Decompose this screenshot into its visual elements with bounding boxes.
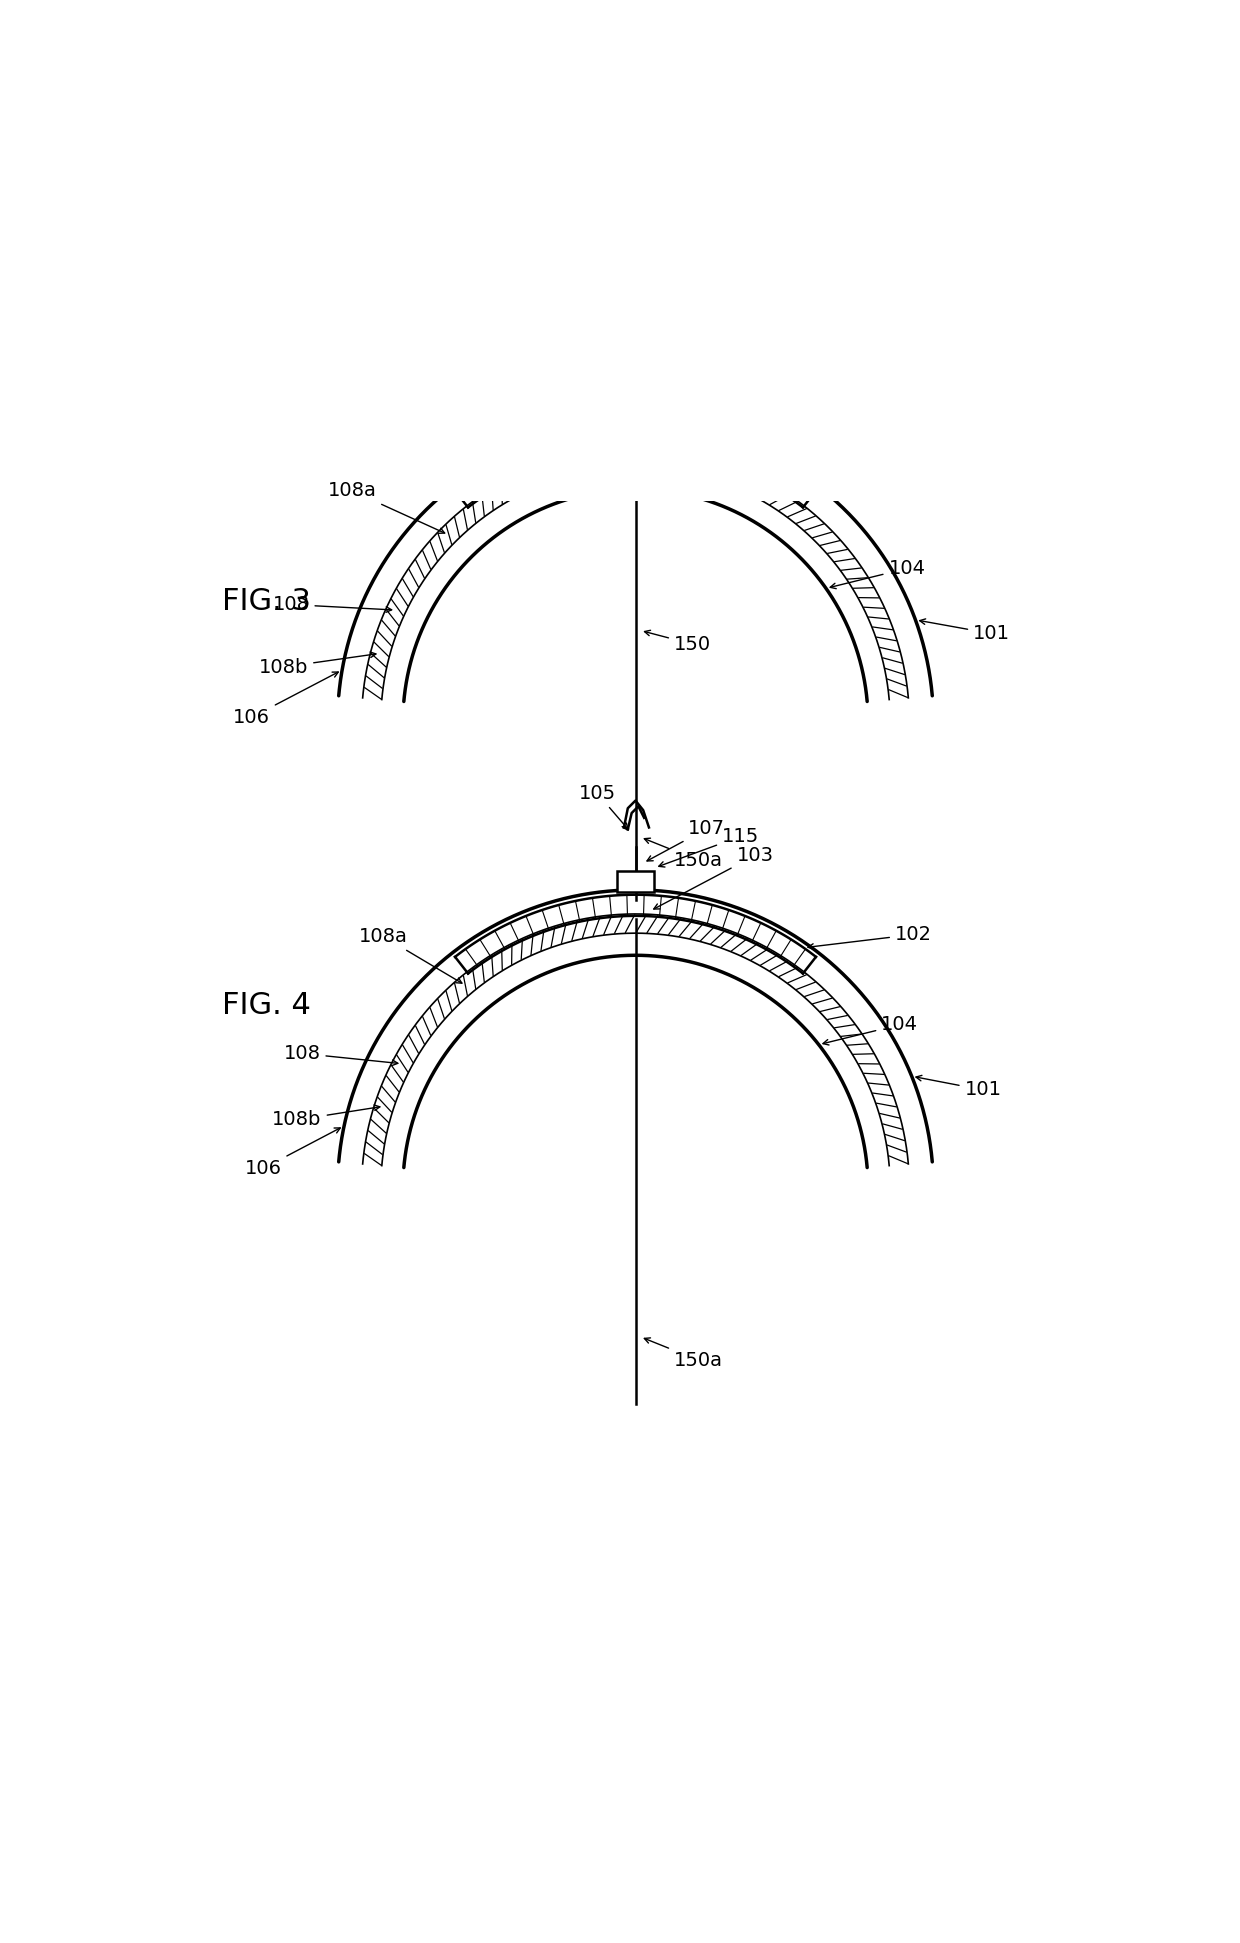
Text: 150a: 150a [645, 837, 723, 870]
Text: 150a: 150a [645, 1339, 723, 1370]
Text: FIG. 3: FIG. 3 [222, 587, 311, 616]
Text: 106: 106 [233, 672, 339, 727]
Bar [618, 404, 653, 426]
Text: 107: 107 [647, 820, 725, 861]
Text: 104: 104 [823, 1016, 919, 1045]
Text: 108: 108 [284, 1043, 398, 1065]
Text: 108b: 108b [273, 1106, 379, 1129]
Text: 101: 101 [920, 620, 1011, 643]
Text: 103: 103 [653, 845, 774, 909]
Bar [618, 870, 653, 892]
Text: 115: 115 [658, 828, 759, 867]
Text: 106: 106 [244, 1127, 340, 1177]
Text: FIG. 4: FIG. 4 [222, 991, 311, 1020]
Text: 101: 101 [916, 1074, 1002, 1100]
Text: 108: 108 [273, 595, 392, 614]
Text: 108a: 108a [327, 482, 445, 532]
Text: 150: 150 [645, 630, 711, 653]
Text: 105: 105 [579, 783, 627, 830]
Text: 104: 104 [831, 560, 925, 589]
Text: 102: 102 [808, 925, 932, 950]
Text: 108b: 108b [259, 653, 376, 676]
Text: 108a: 108a [360, 927, 463, 983]
